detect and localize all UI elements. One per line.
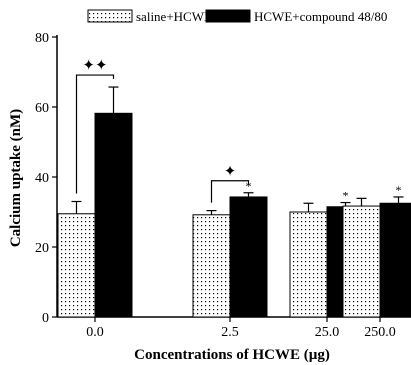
y-axis-label: Calcium uptake (nM) bbox=[8, 109, 24, 247]
x-tick-label: 2.5 bbox=[221, 325, 239, 340]
y-tick-label: 80 bbox=[35, 31, 49, 46]
legend-swatch-saline-hcwe bbox=[87, 9, 133, 23]
y-tick-label: 60 bbox=[35, 101, 49, 116]
significance-mark: * bbox=[343, 189, 349, 203]
x-axis-label: Concentrations of HCWE (µg) bbox=[134, 347, 330, 363]
y-tick-label: 20 bbox=[35, 241, 49, 256]
x-tick-label: 0.0 bbox=[86, 325, 104, 340]
bar bbox=[229, 196, 268, 318]
bar bbox=[57, 213, 96, 318]
bar bbox=[289, 211, 328, 318]
bracket-marker: ✦ bbox=[224, 164, 237, 180]
comparison-bracket bbox=[210, 180, 250, 203]
bar bbox=[342, 205, 381, 318]
legend-label-saline-hcwe: saline+HCWE bbox=[136, 9, 212, 24]
y-tick-label: 0 bbox=[42, 311, 49, 326]
comparison-bracket bbox=[75, 74, 115, 194]
x-tick-label: 25.0 bbox=[315, 325, 340, 340]
bracket-marker: ✦✦ bbox=[82, 58, 107, 74]
legend-label-hcwe-compound: HCWE+compound 48/80 bbox=[254, 9, 387, 24]
bar bbox=[192, 214, 231, 318]
legend-swatch-hcwe-compound bbox=[205, 9, 251, 23]
legend: saline+HCWE HCWE+compound 48/80 bbox=[87, 9, 387, 24]
significance-mark: * bbox=[396, 183, 402, 197]
significance-mark: * bbox=[246, 179, 252, 193]
y-tick-label: 40 bbox=[35, 171, 49, 186]
bar bbox=[94, 112, 133, 318]
bar bbox=[379, 202, 411, 318]
x-tick-label: 250.0 bbox=[364, 325, 396, 340]
